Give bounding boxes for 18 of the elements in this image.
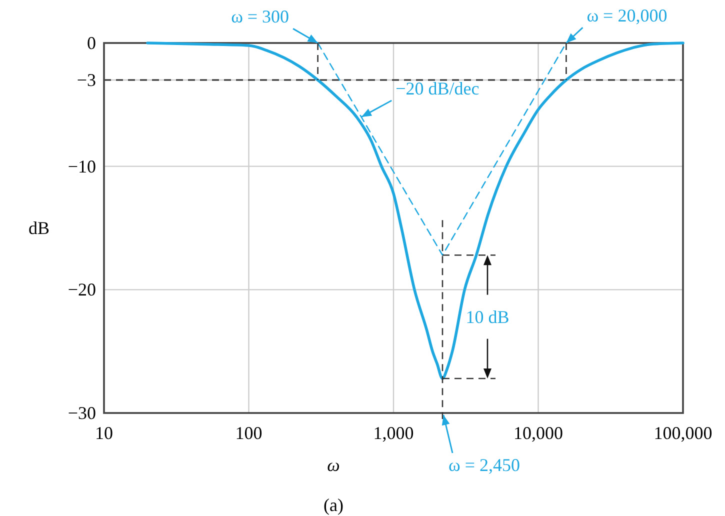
- x-tick-label: 10: [95, 423, 113, 443]
- x-tick-label: 100: [235, 423, 262, 443]
- annotation: ω = 20,000: [586, 6, 668, 26]
- x-tick-label: 1,000: [373, 423, 414, 443]
- text: ω = 2,450: [448, 455, 520, 475]
- x-tick-label: 100,000: [654, 423, 712, 443]
- y-tick-label: −20: [68, 280, 96, 300]
- annotation: 10 dB: [466, 306, 510, 327]
- y-tick-label: −10: [68, 156, 96, 176]
- y-tick-label: −3: [76, 70, 96, 90]
- y-tick-label: 0: [87, 33, 96, 53]
- y-tick-label: −30: [68, 403, 96, 423]
- y-axis-title: dB: [28, 218, 50, 238]
- x-axis-title: ω: [327, 455, 340, 475]
- annotation: −20 dB/dec: [396, 78, 480, 98]
- annotation: ω = 300: [231, 6, 290, 27]
- text: (a): [324, 495, 344, 515]
- x-tick-label: 10,000: [514, 423, 563, 443]
